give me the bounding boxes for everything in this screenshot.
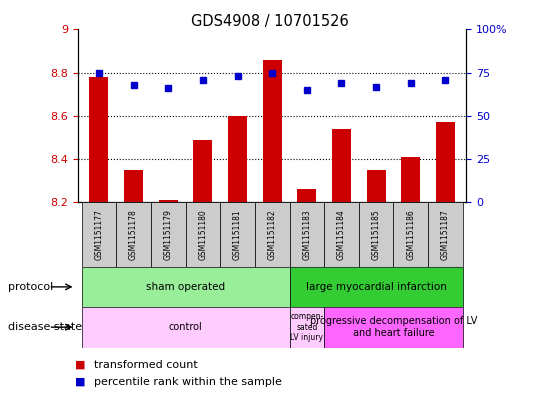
Bar [298,189,316,202]
Bar [81,307,289,348]
Text: GDS4908 / 10701526: GDS4908 / 10701526 [191,14,348,29]
Bar [81,202,116,267]
Bar [324,307,463,348]
Bar [428,202,463,267]
Bar [255,202,289,267]
Bar [367,170,386,202]
Bar [194,140,212,202]
Text: large myocardial infarction: large myocardial infarction [306,282,447,292]
Bar [185,202,220,267]
Bar [289,267,463,307]
Bar [124,170,143,202]
Text: GSM1151185: GSM1151185 [372,209,381,260]
Bar [89,77,108,202]
Bar [436,122,455,202]
Bar [262,60,282,202]
Text: compen-
sated
LV injury: compen- sated LV injury [290,312,323,342]
Bar [289,202,324,267]
Bar [116,202,151,267]
Bar [151,202,185,267]
Bar [81,267,289,307]
Text: protocol: protocol [8,282,53,292]
Text: GSM1151186: GSM1151186 [406,209,415,260]
Text: disease state: disease state [8,322,82,332]
Text: GSM1151182: GSM1151182 [268,209,277,260]
Bar [228,116,247,202]
Text: progressive decompensation of LV
and heart failure: progressive decompensation of LV and hea… [310,316,477,338]
Text: control: control [169,322,203,332]
Bar [393,202,428,267]
Bar [401,157,420,202]
Text: GSM1151179: GSM1151179 [164,209,172,260]
Text: transformed count: transformed count [94,360,198,370]
Text: GSM1151181: GSM1151181 [233,209,242,260]
Bar [289,307,324,348]
Text: ■: ■ [75,360,86,370]
Bar [158,200,178,202]
Text: GSM1151177: GSM1151177 [94,209,103,260]
Text: GSM1151180: GSM1151180 [198,209,208,260]
Text: ■: ■ [75,377,86,387]
Text: GSM1151183: GSM1151183 [302,209,312,260]
Text: percentile rank within the sample: percentile rank within the sample [94,377,282,387]
Text: sham operated: sham operated [146,282,225,292]
Text: GSM1151187: GSM1151187 [441,209,450,260]
Text: GSM1151184: GSM1151184 [337,209,346,260]
Bar [324,202,359,267]
Text: GSM1151178: GSM1151178 [129,209,138,260]
Bar [220,202,255,267]
Bar [332,129,351,202]
Bar [359,202,393,267]
